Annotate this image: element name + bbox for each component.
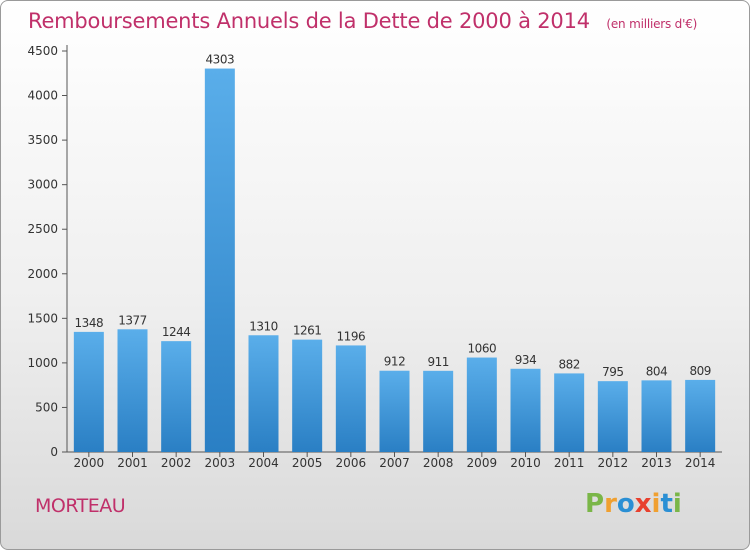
x-tick-label: 2012 [598, 456, 629, 470]
y-tick-label: 3000 [27, 178, 58, 192]
x-tick-label: 2003 [205, 456, 236, 470]
bar-2005 [292, 339, 323, 452]
y-tick-label: 2500 [27, 222, 58, 236]
x-tick-label: 2010 [510, 456, 541, 470]
data-label: 1196 [337, 329, 366, 343]
data-label: 1244 [162, 325, 191, 339]
x-tick-label: 2009 [467, 456, 498, 470]
logo-letter: P [585, 489, 605, 519]
data-label: 4303 [206, 53, 235, 67]
data-label: 1060 [468, 342, 497, 356]
logo-letter: i [651, 489, 661, 519]
bar-2006 [335, 345, 366, 452]
x-tick-label: 2008 [423, 456, 454, 470]
bar-2012 [597, 381, 628, 452]
chart-title-text: Remboursements Annuels de la Dette de 20… [28, 9, 590, 33]
x-tick-label: 2005 [292, 456, 323, 470]
bar-2010 [510, 368, 541, 452]
bar-2007 [379, 370, 410, 452]
data-label: 912 [384, 355, 405, 369]
y-tick-label: 1500 [27, 311, 58, 325]
data-label: 795 [602, 365, 623, 379]
x-tick-label: 2006 [336, 456, 367, 470]
bar-2013 [641, 380, 672, 452]
data-label: 1377 [118, 313, 147, 327]
city-name: MORTEAU [35, 495, 126, 517]
x-tick-label: 2004 [248, 456, 279, 470]
y-tick-label: 500 [35, 400, 58, 414]
x-tick-label: 2013 [641, 456, 672, 470]
y-tick-label: 2000 [27, 267, 58, 281]
x-tick-label: 2014 [685, 456, 716, 470]
y-tick-label: 4000 [27, 89, 58, 103]
x-tick-label: 2002 [161, 456, 192, 470]
logo-letter: o [616, 489, 635, 519]
bar-2000 [73, 331, 104, 452]
data-label: 911 [427, 355, 448, 369]
logo-letter: t [660, 489, 673, 519]
x-tick-label: 2011 [554, 456, 585, 470]
x-tick-label: 2001 [117, 456, 148, 470]
data-label: 804 [646, 364, 667, 378]
x-tick-label: 2007 [379, 456, 410, 470]
logo-letter: r [604, 489, 617, 519]
y-tick-label: 3500 [27, 133, 58, 147]
bar-2003 [204, 68, 235, 453]
bar-2014 [685, 379, 716, 452]
data-label: 809 [689, 364, 710, 378]
data-label: 1261 [293, 324, 322, 338]
chart-title: Remboursements Annuels de la Dette de 20… [28, 9, 697, 33]
logo-letter: x [634, 489, 652, 519]
data-label: 934 [515, 353, 536, 367]
x-tick-label: 2000 [74, 456, 105, 470]
chart-subtitle: (en milliers d'€) [606, 17, 698, 31]
bar-2009 [466, 357, 497, 452]
proxiti-logo[interactable]: Proxiti [585, 489, 682, 519]
data-label: 1310 [249, 319, 278, 333]
bar-2008 [423, 370, 454, 452]
bar-2002 [161, 341, 192, 452]
bar-2004 [248, 335, 279, 452]
data-label: 1348 [75, 316, 104, 330]
logo-letter: i [672, 489, 682, 519]
bar-2011 [554, 373, 585, 452]
data-label: 882 [558, 357, 579, 371]
y-tick-label: 4500 [27, 44, 58, 58]
y-tick-label: 1000 [27, 356, 58, 370]
bar-2001 [117, 329, 148, 452]
y-tick-label: 0 [50, 445, 58, 459]
